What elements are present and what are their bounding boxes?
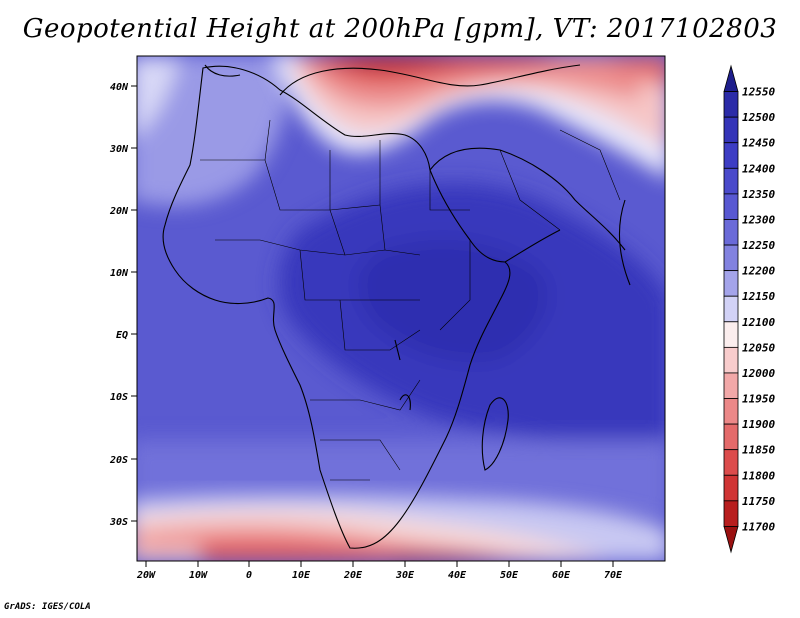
lon-label-10w: 10W <box>189 570 208 581</box>
coastlines <box>162 64 631 549</box>
colorbar-segment <box>723 449 739 476</box>
colorbar-label: 11750 <box>742 495 775 508</box>
colorbar-segment <box>723 142 739 169</box>
colorbar-label: 12500 <box>742 111 775 124</box>
colorbar-label: 12200 <box>742 265 775 278</box>
colorbar-segment <box>723 474 739 502</box>
colorbar-segment <box>723 321 739 348</box>
colorbar-label: 12250 <box>742 239 775 252</box>
colorbar-label: 12450 <box>742 137 775 150</box>
colorbar-segment <box>723 64 739 92</box>
colorbar-label: 12300 <box>742 213 775 226</box>
colorbar-segment <box>723 116 739 144</box>
lon-label-0: 0 <box>246 570 252 581</box>
colorbar-label: 12400 <box>742 162 775 175</box>
colorbar-label: 11950 <box>742 393 775 406</box>
map-title: Geopotential Height at 200hPa [gpm], VT:… <box>22 14 778 44</box>
lon-label-20w: 20W <box>136 570 156 581</box>
lon-label-30e: 30E <box>395 570 415 581</box>
colorbar-label: 12050 <box>742 341 775 354</box>
colorbar-segment <box>723 526 739 554</box>
colorbar-label: 12100 <box>742 316 775 329</box>
lon-label-50e: 50E <box>500 570 519 581</box>
colorbar-label: 11700 <box>742 520 775 533</box>
lon-label-60e: 60E <box>552 570 571 581</box>
colorbar-segment <box>723 270 739 297</box>
colorbar-label: 12550 <box>742 86 775 99</box>
colorbar-segment <box>723 423 739 451</box>
colorbar-segment <box>723 244 739 272</box>
lon-label-40e: 40E <box>448 570 467 581</box>
colorbar-segment <box>723 219 739 246</box>
lat-label-30s: 30S <box>109 517 128 528</box>
lat-label-10s: 10S <box>110 392 128 403</box>
colorbar-segment <box>723 91 739 118</box>
lat-axis: 40N 30N 20N 10N EQ 10S 20S 30S <box>109 82 137 528</box>
map-frame <box>136 55 666 562</box>
colorbar-segment <box>723 295 739 323</box>
lon-axis: 20W 10W 0 10E 20E 30E 40E 50E 60E 70E <box>136 561 623 581</box>
height-field <box>137 56 665 561</box>
colorbar-label: 12150 <box>742 290 775 303</box>
colorbar-label: 11850 <box>742 444 775 457</box>
colorbar-segment <box>723 372 739 399</box>
lat-label-eq: EQ <box>116 330 128 341</box>
lat-label-40n: 40N <box>110 82 129 93</box>
colorbar-segment <box>723 398 739 425</box>
colorbar-label: 11800 <box>742 469 775 482</box>
colorbar-segment <box>723 167 739 195</box>
lon-label-70e: 70E <box>604 570 623 581</box>
lat-label-30n: 30N <box>109 144 129 155</box>
lon-label-20e: 20E <box>343 570 363 581</box>
colorbar-label: 11900 <box>742 418 775 431</box>
lat-label-20n: 20N <box>109 206 129 217</box>
lat-label-20s: 20S <box>109 455 128 466</box>
colorbar-segment <box>723 193 739 220</box>
credit-label: GrADS: IGES/COLA <box>4 602 91 612</box>
lat-label-10n: 10N <box>110 268 129 279</box>
colorbar: 12550 12500 12450 12400 12350 12300 12250 12200… <box>723 64 775 554</box>
colorbar-segment <box>723 500 739 527</box>
colorbar-label: 12000 <box>742 367 775 380</box>
lon-label-10e: 10E <box>292 570 311 581</box>
country-borders <box>200 119 621 481</box>
colorbar-segment <box>723 346 739 374</box>
colorbar-label: 12350 <box>742 188 775 201</box>
